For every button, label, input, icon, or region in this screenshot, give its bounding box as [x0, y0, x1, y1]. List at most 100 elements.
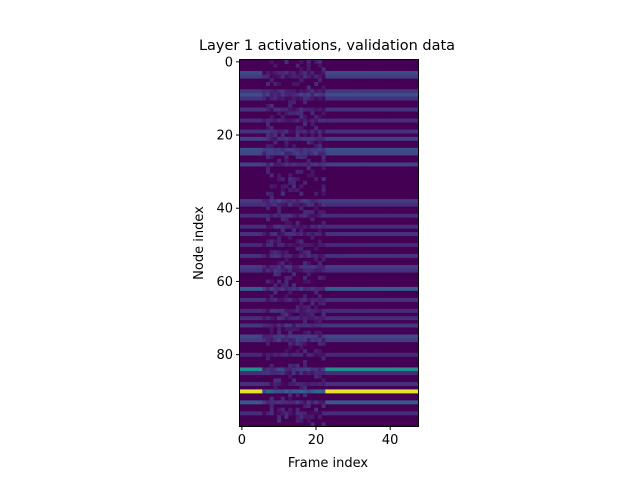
heatmap-cell [291, 352, 296, 357]
heatmap-cell [347, 334, 352, 339]
heatmap-cell [277, 136, 282, 141]
heatmap-cell [265, 122, 270, 127]
heatmap-cell [384, 107, 389, 112]
heatmap-cell [306, 286, 311, 291]
heatmap-cell [380, 334, 385, 339]
heatmap-cell [284, 352, 289, 357]
heatmap-cell [288, 268, 293, 273]
heatmap-cell [258, 286, 263, 291]
heatmap-cell [366, 74, 371, 79]
heatmap-cell [265, 191, 270, 196]
heatmap-cell [269, 107, 274, 112]
heatmap-cell [291, 327, 296, 332]
heatmap-cell [310, 422, 315, 427]
heatmap-cell [336, 89, 341, 94]
heatmap-cell [403, 232, 408, 236]
heatmap-cell [351, 74, 356, 79]
heatmap-cell [299, 352, 304, 357]
heatmap-cell [306, 166, 311, 171]
heatmap-cell [369, 389, 374, 394]
heatmap-cell [403, 323, 408, 328]
heatmap-cell [380, 224, 385, 229]
heatmap-cell [332, 367, 337, 372]
heatmap-cell [392, 352, 397, 357]
heatmap-cell [310, 243, 315, 247]
heatmap-cell [303, 385, 308, 390]
heatmap-cell [373, 232, 378, 236]
heatmap-cell [403, 389, 408, 394]
heatmap-cell [392, 338, 397, 343]
heatmap-cell [403, 367, 408, 372]
heatmap-cell [251, 389, 256, 394]
heatmap-cell [336, 352, 341, 357]
heatmap-cell [240, 264, 245, 269]
heatmap-cell [406, 308, 411, 313]
heatmap-cell [369, 264, 374, 269]
heatmap-cell [343, 297, 348, 302]
heatmap-cell [251, 129, 256, 134]
heatmap-cell [314, 308, 319, 313]
heatmap-cell [362, 264, 367, 269]
heatmap-cell [384, 316, 389, 321]
heatmap-cell [406, 371, 411, 376]
heatmap-cell [406, 382, 411, 387]
heatmap-cell [340, 118, 345, 123]
heatmap-cell [314, 268, 319, 273]
heatmap-cell [406, 286, 411, 291]
heatmap-cell [277, 147, 282, 152]
heatmap-cell [395, 352, 400, 357]
heatmap-cell [388, 199, 393, 204]
heatmap-cell [362, 89, 367, 94]
heatmap-cell [340, 297, 345, 302]
heatmap-cell [351, 70, 356, 75]
heatmap-cell [262, 202, 267, 207]
heatmap-cell [295, 407, 300, 412]
heatmap-cell [410, 199, 415, 204]
heatmap-cell [288, 367, 293, 372]
heatmap-cell [406, 268, 411, 273]
heatmap-cell [410, 316, 415, 321]
heatmap-cell [321, 191, 326, 196]
heatmap-cell [254, 367, 259, 372]
heatmap-cell [388, 308, 393, 313]
heatmap-cell [291, 382, 296, 387]
heatmap-cell [269, 133, 274, 138]
heatmap-cell [403, 243, 408, 247]
heatmap-cell [251, 151, 256, 156]
heatmap-cell [332, 286, 337, 291]
heatmap-cell [325, 89, 330, 94]
heatmap-cell [369, 411, 374, 416]
heatmap-cell [403, 129, 408, 134]
heatmap-cell [299, 371, 304, 376]
heatmap-cell [384, 213, 389, 218]
heatmap-cell [336, 74, 341, 79]
heatmap-cell [284, 111, 289, 116]
heatmap-cell [388, 151, 393, 156]
heatmap-cell [254, 232, 259, 236]
heatmap-cell [277, 89, 282, 94]
heatmap-cell [273, 136, 278, 141]
heatmap-cell [247, 316, 252, 321]
heatmap-cell [410, 371, 415, 376]
heatmap-cell [414, 129, 419, 134]
heatmap-cell [340, 151, 345, 156]
heatmap-cell [277, 382, 282, 387]
heatmap-cell [288, 224, 293, 229]
heatmap-cell [295, 246, 300, 251]
heatmap-cell [351, 382, 356, 387]
heatmap-cell [380, 308, 385, 313]
heatmap-cell [258, 389, 263, 394]
heatmap-cell [262, 400, 267, 405]
heatmap-cell [369, 147, 374, 152]
heatmap-cell [321, 151, 326, 156]
heatmap-cell [340, 136, 345, 141]
heatmap-cell [243, 400, 248, 405]
heatmap-cell [262, 264, 267, 269]
heatmap-cell [280, 147, 285, 152]
heatmap-cell [310, 389, 315, 394]
heatmap-cell [280, 74, 285, 79]
heatmap-cell [321, 232, 326, 236]
heatmap-cell [265, 232, 270, 236]
heatmap-cell [351, 136, 356, 141]
